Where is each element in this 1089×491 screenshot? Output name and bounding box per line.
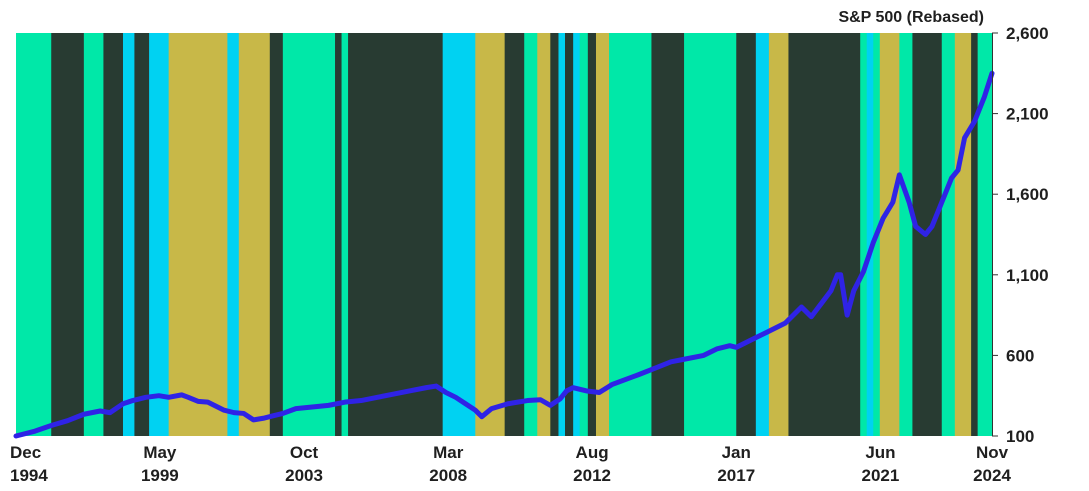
regime-band-2: [83, 33, 105, 436]
regime-band-4: [122, 33, 136, 436]
y-tick-label-3: 1,600: [1006, 185, 1049, 204]
x-tick-month-4: Aug: [576, 443, 609, 462]
x-tick-year-3: 2008: [429, 466, 467, 485]
regime-band-13: [341, 33, 349, 436]
x-tick-month-6: Jun: [865, 443, 895, 462]
regime-band-19: [537, 33, 551, 436]
regime-band-26: [595, 33, 610, 436]
regime-band-5: [134, 33, 150, 436]
x-tick-month-0: Dec: [10, 443, 41, 462]
y-tick-label-1: 600: [1006, 346, 1034, 365]
sp500-series-line: [13, 70, 995, 439]
regime-band-1: [51, 33, 85, 436]
regime-band-34: [860, 33, 868, 436]
regime-band-38: [899, 33, 914, 436]
regime-band-33: [788, 33, 861, 436]
regime-band-27: [609, 33, 653, 436]
y-tick-label-4: 2,100: [1006, 105, 1049, 124]
regime-band-29: [684, 33, 737, 436]
regime-band-40: [941, 33, 956, 436]
regime-band-23: [573, 33, 581, 436]
regime-band-12: [335, 33, 343, 436]
regime-band-20: [550, 33, 560, 436]
regime-band-31: [755, 33, 770, 436]
y-tick-label-5: 2,600: [1006, 24, 1049, 43]
regime-band-22: [565, 33, 574, 436]
regime-band-8: [227, 33, 240, 436]
regime-band-37: [879, 33, 900, 436]
x-tick-month-5: Jan: [722, 443, 751, 462]
regime-band-14: [348, 33, 444, 436]
x-tick-year-6: 2021: [862, 466, 900, 485]
regime-band-30: [736, 33, 757, 436]
regime-band-10: [269, 33, 284, 436]
x-tick-month-7: Nov: [976, 443, 1009, 462]
x-tick-year-4: 2012: [573, 466, 611, 485]
regime-band-28: [651, 33, 685, 436]
regime-band-42: [971, 33, 979, 436]
regime-band-6: [149, 33, 170, 436]
x-tick-year-5: 2017: [717, 466, 755, 485]
regime-band-0: [16, 33, 52, 436]
regime-band-15: [442, 33, 476, 436]
y-tick-label-2: 1,100: [1006, 266, 1049, 285]
regime-band-18: [524, 33, 538, 436]
x-tick-year-0: 1994: [10, 466, 48, 485]
x-tick-year-7: 2024: [973, 466, 1011, 485]
regime-band-24: [579, 33, 589, 436]
x-tick-month-3: Mar: [433, 443, 464, 462]
regime-band-3: [103, 33, 124, 436]
regime-band-35: [866, 33, 874, 436]
y-tick-label-0: 100: [1006, 427, 1034, 446]
regime-band-21: [558, 33, 566, 436]
x-axis-ticks: Dec 1994 May 1999 Oct 2003 Mar 2008 Aug 2012 Jan 20…: [10, 443, 1011, 485]
regime-band-11: [282, 33, 336, 436]
chart-title: S&P 500 (Rebased): [838, 9, 984, 26]
x-tick-year-2: 2003: [285, 466, 323, 485]
regime-band-9: [238, 33, 271, 436]
regime-band-7: [168, 33, 228, 436]
regime-bands: [16, 33, 993, 436]
x-tick-month-2: Oct: [290, 443, 319, 462]
y-axis-ticks: 100 600 1,100 1,600 2,100 2,600: [992, 24, 1049, 446]
regime-band-43: [977, 33, 993, 436]
regime-band-25: [587, 33, 597, 436]
x-tick-month-1: May: [143, 443, 177, 462]
regime-band-17: [504, 33, 525, 436]
x-tick-year-1: 1999: [141, 466, 179, 485]
regime-band-41: [954, 33, 972, 436]
regime-band-32: [768, 33, 790, 436]
regime-band-16: [475, 33, 506, 436]
